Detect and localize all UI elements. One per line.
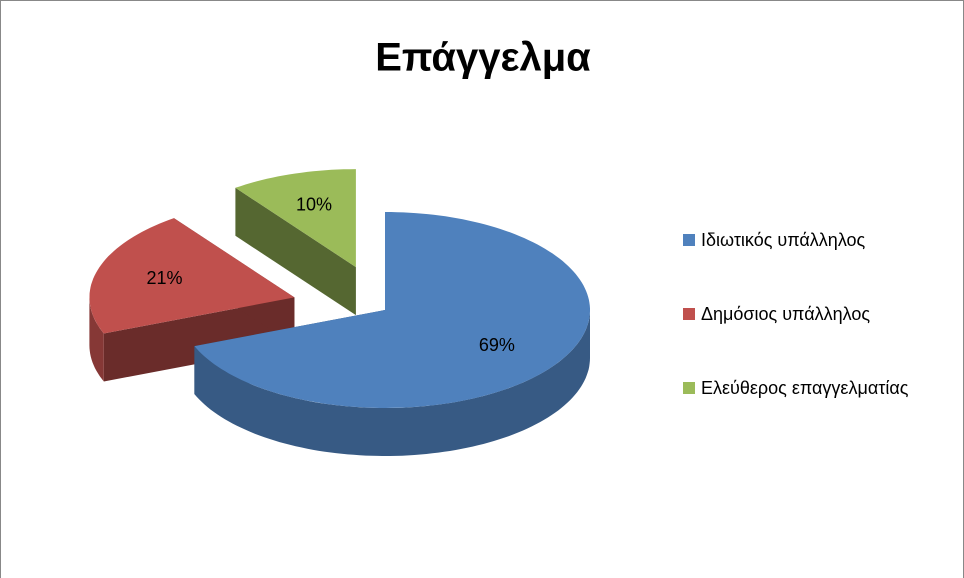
slice-wall [194,310,590,456]
legend-entry: Ιδιωτικός υπάλληλος [683,228,933,252]
legend-swatch [683,234,695,246]
slice-side [235,187,356,316]
legend: Ιδιωτικός υπάλληλος Δημόσιος υπάλληλος Ελε… [683,228,933,450]
legend-label: Δημόσιος υπάλληλος [701,304,871,324]
slice [89,218,295,334]
slice [235,169,356,268]
pie: 69% 21% 10% [89,169,590,456]
legend-label: Ελεύθερος επαγγελματίας [701,378,909,398]
chart-title: Επάγγελμα [375,36,591,80]
data-label: 69% [479,335,515,355]
slice-wall [89,297,104,382]
legend-entry: Ελεύθερος επαγγελματίας [683,376,933,400]
slice-side [103,297,295,382]
data-label: 10% [296,194,332,214]
legend-label: Ιδιωτικός υπάλληλος [701,230,866,250]
legend-entry: Δημόσιος υπάλληλος [683,302,933,326]
slice [194,212,590,408]
legend-swatch [683,308,695,320]
legend-swatch [683,382,695,394]
data-label: 21% [147,268,183,288]
